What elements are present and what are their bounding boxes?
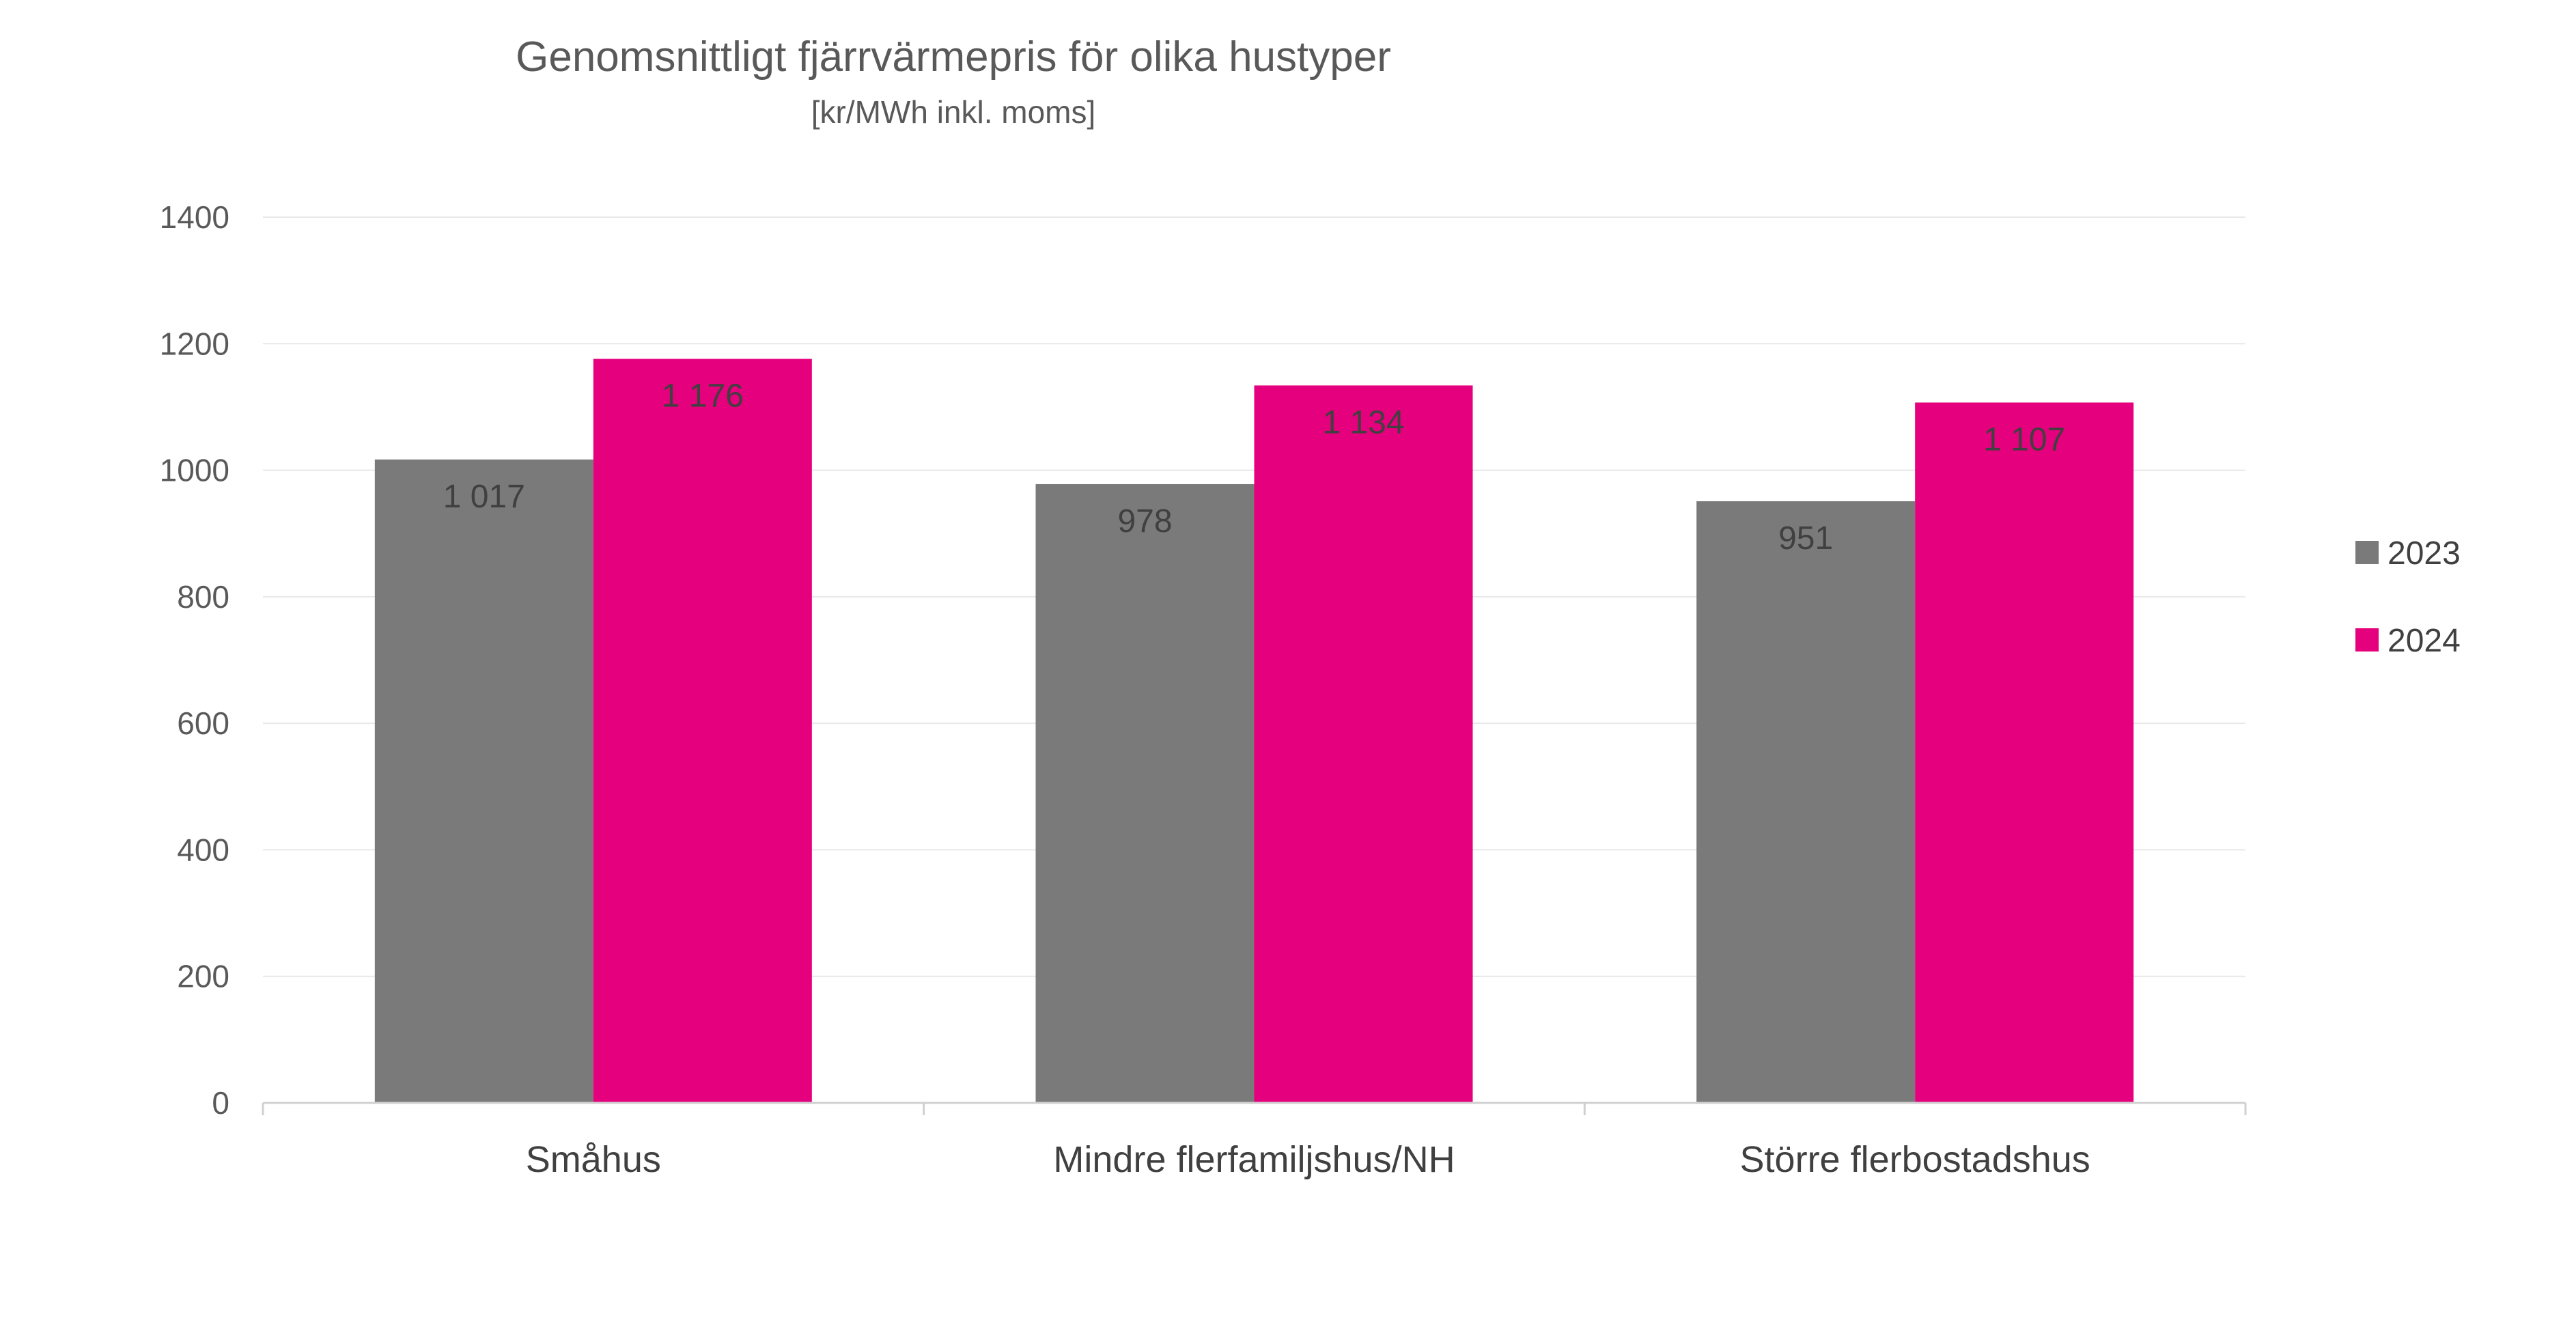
legend-swatch-2024 [2355, 628, 2379, 652]
legend: 2023 2024 [2355, 535, 2461, 659]
legend-label: 2023 [2388, 535, 2461, 572]
legend-label: 2024 [2388, 623, 2461, 659]
data-label: 951 [1778, 520, 1833, 557]
y-tick-label: 1400 [160, 199, 229, 235]
y-axis-ticks: 0 200 400 600 800 1000 1200 1400 [160, 199, 229, 1121]
category-label: Småhus [526, 1139, 661, 1180]
y-tick-label: 1000 [160, 453, 229, 488]
y-tick-label: 400 [177, 832, 229, 867]
data-label: 1 134 [1322, 404, 1404, 440]
category-label: Mindre flerfamiljshus/NH [1053, 1139, 1455, 1180]
x-axis [262, 1102, 2247, 1115]
data-label: 978 [1117, 503, 1172, 540]
y-tick-label: 0 [212, 1085, 229, 1121]
data-label: 1 176 [662, 378, 744, 415]
data-label: 1 017 [443, 479, 525, 515]
bar-2023-3 [1696, 501, 1916, 1103]
bar-2024-1 [593, 359, 812, 1103]
y-tick-label: 800 [177, 579, 229, 615]
y-tick-label: 200 [177, 959, 229, 994]
bars: 1 017 1 176 978 1 134 951 1 107 [374, 359, 2134, 1104]
bar-2023-1 [374, 459, 593, 1103]
bar-2024-2 [1254, 385, 1473, 1104]
legend-swatch-2023 [2355, 541, 2379, 564]
category-label: Större flerbostadshus [1740, 1139, 2090, 1180]
chart-subtitle: [kr/MWh inkl. moms] [811, 94, 1096, 130]
x-axis-categories: Småhus Mindre flerfamiljshus/NH Större fle… [526, 1139, 2090, 1180]
bar-2024-3 [1915, 402, 2134, 1103]
bar-2023-2 [1035, 484, 1255, 1103]
chart-title: Genomsnittligt fjärrvärmepris för olika … [516, 33, 1391, 81]
data-label: 1 107 [1983, 421, 2065, 458]
y-tick-label: 1200 [160, 326, 229, 361]
y-tick-label: 600 [177, 705, 229, 741]
